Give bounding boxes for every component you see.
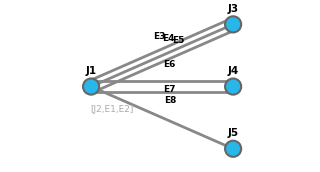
Text: E3: E3 [153,31,166,41]
Text: J3: J3 [228,4,239,14]
Text: J5: J5 [228,128,239,138]
Text: E5: E5 [172,36,184,45]
Circle shape [225,141,241,157]
Text: J4: J4 [228,66,239,76]
Circle shape [225,16,241,33]
Text: E4: E4 [163,34,175,43]
Text: J1: J1 [85,66,97,76]
Text: E6: E6 [164,60,176,69]
Text: E7: E7 [164,85,176,94]
Text: [J2,E1,E2]: [J2,E1,E2] [90,105,134,114]
Circle shape [225,78,241,95]
Circle shape [83,78,99,95]
Text: E8: E8 [164,96,177,105]
